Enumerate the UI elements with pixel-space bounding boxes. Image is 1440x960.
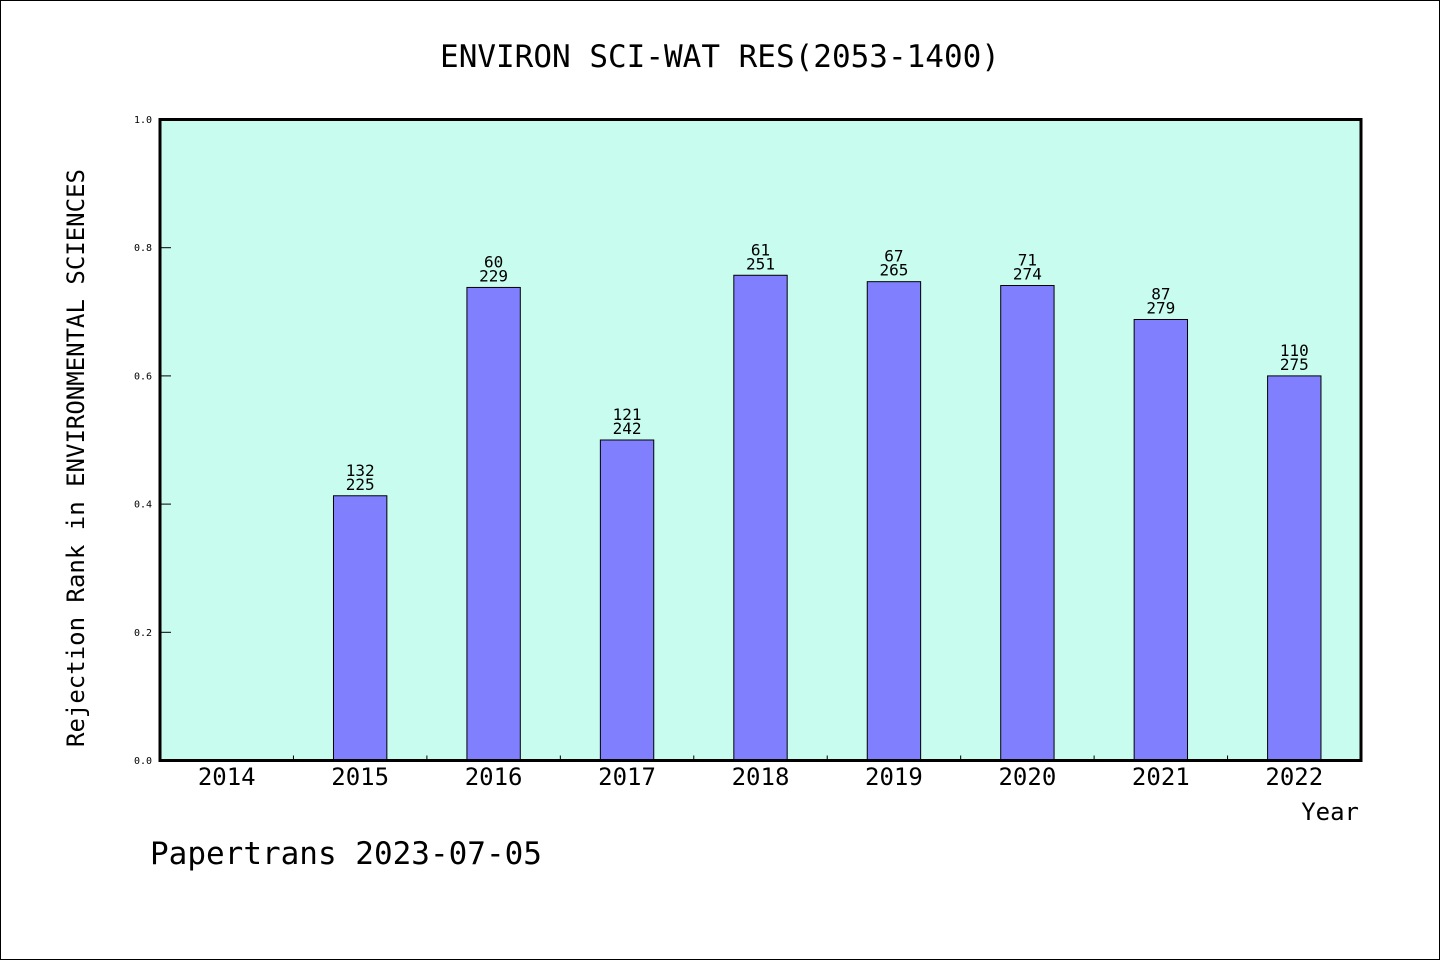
x-tick-label-2019: 2019 — [865, 763, 923, 791]
x-tick-label-2018: 2018 — [732, 763, 790, 791]
footer-text: Papertrans 2023-07-05 — [150, 836, 542, 872]
chart-title: ENVIRON SCI-WAT RES(2053-1400) — [440, 39, 1000, 75]
rank-label-2019: 67 — [884, 247, 903, 266]
total-label-2022: 275 — [1280, 355, 1309, 374]
x-tick-label-2014: 2014 — [198, 763, 256, 791]
y-tick-label-1.0: 1.0 — [134, 115, 152, 126]
rank-label-2022: 110 — [1280, 341, 1309, 360]
plot-border — [158, 118, 1363, 762]
x-tick-label-2021: 2021 — [1132, 763, 1190, 791]
total-label-2017: 242 — [613, 419, 642, 438]
rank-label-2018: 61 — [751, 240, 770, 259]
y-axis: 0.0 0.2 0.4 0.6 0.8 1.0 — [134, 115, 171, 767]
rank-label-2015: 132 — [346, 461, 375, 480]
bar-2022 — [1267, 375, 1322, 761]
y-tick-label-0.6: 0.6 — [134, 371, 152, 382]
y-tick-label-0.2: 0.2 — [134, 628, 152, 639]
x-tick-label-2015: 2015 — [331, 763, 389, 791]
y-axis-label: Rejection Rank in ENVIRONMENTAL SCIENCES — [62, 169, 90, 747]
rank-label-2017: 121 — [613, 405, 642, 424]
x-axis: 2014 2015 2016 2017 2018 2019 2020 2021 2022 — [198, 755, 1323, 791]
bar-2018 — [733, 274, 788, 761]
x-tick-label-2017: 2017 — [598, 763, 656, 791]
total-label-2021: 279 — [1146, 298, 1175, 317]
total-label-2019: 265 — [879, 261, 908, 280]
x-tick-label-2022: 2022 — [1265, 763, 1323, 791]
bar-2017 — [599, 439, 655, 761]
total-label-2018: 251 — [746, 254, 775, 273]
x-tick-label-2016: 2016 — [465, 763, 523, 791]
bar-2021 — [1133, 318, 1189, 761]
total-label-2016: 229 — [479, 266, 508, 285]
x-axis-label: Year — [1301, 798, 1359, 826]
x-tick-label-2020: 2020 — [998, 763, 1056, 791]
rank-label-2016: 60 — [484, 252, 503, 271]
y-tick-label-0.4: 0.4 — [134, 500, 152, 511]
total-label-2020: 274 — [1013, 265, 1042, 284]
rank-label-2021: 87 — [1151, 284, 1170, 303]
bar-2016 — [466, 286, 521, 761]
rank-label-2020: 71 — [1018, 251, 1037, 270]
total-label-2015: 225 — [346, 475, 375, 494]
bar-2015 — [332, 495, 388, 761]
y-tick-label-0.0: 0.0 — [134, 756, 152, 767]
bar-2019 — [866, 281, 922, 761]
y-tick-label-0.8: 0.8 — [134, 243, 152, 254]
bar-2020 — [1000, 285, 1055, 761]
